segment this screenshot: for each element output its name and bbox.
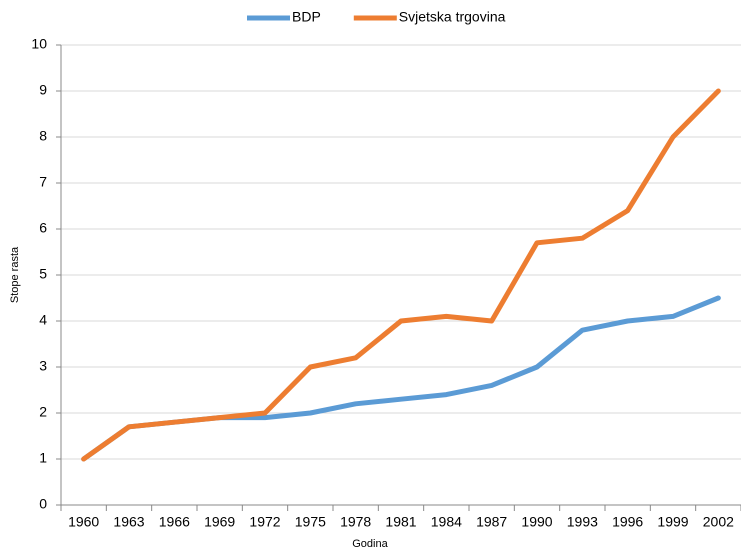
y-axis-label: Stope rasta: [9, 246, 21, 303]
y-tick-label: 2: [39, 404, 47, 420]
y-tick-label: 9: [39, 82, 47, 98]
x-tick-label: 2002: [703, 514, 734, 530]
x-tick-label: 1987: [476, 514, 507, 530]
x-tick-label: 1978: [340, 514, 371, 530]
x-tick-label: 1999: [657, 514, 688, 530]
legend-label: BDP: [292, 9, 321, 25]
y-tick-label: 3: [39, 358, 47, 374]
legend-label: Svjetska trgovina: [399, 9, 506, 25]
x-tick-label: 1963: [113, 514, 144, 530]
y-tick-label: 7: [39, 174, 47, 190]
x-tick-label: 1993: [567, 514, 598, 530]
x-tick-label: 1969: [204, 514, 235, 530]
y-tick-label: 6: [39, 220, 47, 236]
y-tick-label: 0: [39, 496, 47, 512]
x-tick-label: 1984: [431, 514, 462, 530]
x-tick-label: 1981: [385, 514, 416, 530]
x-tick-label: 1990: [521, 514, 552, 530]
x-tick-label: 1966: [159, 514, 190, 530]
y-tick-label: 10: [31, 36, 47, 52]
x-tick-label: 1975: [295, 514, 326, 530]
y-tick-label: 5: [39, 266, 47, 282]
x-tick-label: 1972: [249, 514, 280, 530]
y-tick-label: 4: [39, 312, 47, 328]
x-tick-label: 1996: [612, 514, 643, 530]
line-series: [81, 88, 721, 462]
y-tick-label: 8: [39, 128, 47, 144]
x-tick-label: 1960: [68, 514, 99, 530]
y-tick-label: 1: [39, 450, 47, 466]
x-axis-label: Godina: [352, 538, 388, 550]
